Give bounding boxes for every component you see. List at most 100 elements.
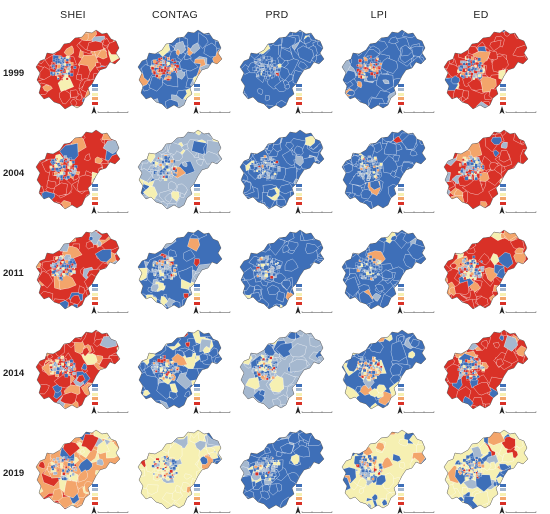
district-patch — [141, 348, 146, 354]
district-patch — [132, 240, 147, 254]
urban-unit — [264, 171, 266, 173]
urban-unit — [374, 74, 376, 76]
legend-swatch — [194, 202, 200, 205]
urban-unit — [70, 468, 72, 470]
urban-unit — [261, 462, 264, 465]
legend-swatch — [500, 293, 506, 296]
legend-row — [92, 397, 134, 401]
urban-unit — [69, 62, 71, 64]
district-patch — [250, 146, 257, 152]
legend-swatch — [296, 488, 302, 491]
urban-unit — [275, 161, 278, 164]
urban-unit — [65, 169, 66, 170]
urban-unit — [469, 176, 472, 179]
urban-unit — [72, 268, 74, 270]
legend-row — [194, 101, 236, 105]
urban-unit — [275, 470, 277, 472]
urban-unit — [463, 464, 465, 466]
urban-unit — [373, 456, 376, 459]
legend-swatch — [398, 284, 404, 287]
district-patch — [38, 228, 57, 244]
north-arrow-icon — [192, 106, 200, 114]
urban-unit — [64, 177, 66, 179]
urban-unit — [369, 271, 371, 273]
district-patch — [312, 473, 319, 479]
legend-swatch — [92, 184, 98, 187]
legend-row — [500, 183, 542, 187]
urban-unit — [176, 71, 177, 72]
urban-unit — [378, 74, 380, 76]
row-label-2004: 2004 — [3, 168, 33, 179]
urban-unit — [259, 369, 261, 371]
urban-unit — [259, 176, 260, 177]
urban-unit — [63, 165, 66, 168]
map-legend — [92, 183, 134, 206]
urban-unit — [461, 72, 464, 75]
map-shei-2004 — [30, 126, 130, 214]
district-patch — [253, 333, 265, 344]
urban-unit — [65, 161, 67, 163]
urban-unit — [364, 458, 367, 461]
urban-unit — [168, 160, 171, 163]
urban-unit — [271, 266, 274, 269]
urban-unit — [380, 63, 382, 65]
district-patch — [281, 28, 287, 33]
legend-swatch — [296, 193, 302, 196]
legend-swatch — [398, 84, 404, 87]
district-patch — [72, 106, 80, 115]
urban-unit — [462, 274, 465, 277]
urban-unit — [373, 459, 375, 461]
urban-unit — [378, 264, 380, 266]
urban-unit — [170, 67, 173, 70]
urban-unit — [169, 377, 171, 379]
scale-bar — [506, 311, 536, 314]
urban-unit — [266, 70, 268, 72]
district-patch — [355, 138, 365, 145]
district-patch — [65, 231, 76, 242]
legend-row — [296, 188, 338, 192]
legend-row — [92, 401, 134, 405]
legend-swatch — [194, 88, 200, 91]
urban-unit — [69, 66, 71, 68]
urban-unit — [68, 370, 69, 371]
urban-unit — [255, 463, 258, 466]
column-header-contag: CONTAG — [140, 9, 210, 21]
district-patch — [206, 428, 224, 446]
district-patch — [339, 437, 344, 442]
district-patch — [232, 102, 248, 115]
urban-unit — [278, 64, 281, 67]
urban-unit — [255, 369, 257, 371]
district-patch — [200, 64, 217, 79]
urban-unit — [74, 464, 76, 466]
legend-swatch — [296, 102, 302, 105]
district-patch — [47, 436, 57, 446]
district-patch — [448, 432, 459, 445]
legend-row — [500, 388, 542, 392]
legend-swatch — [398, 384, 404, 387]
legend-swatch — [296, 284, 302, 287]
map-shei-2011 — [30, 226, 130, 314]
urban-unit — [61, 466, 63, 468]
urban-unit — [373, 171, 375, 173]
urban-unit — [164, 78, 166, 80]
legend-swatch — [296, 502, 302, 505]
district-patch — [462, 425, 475, 435]
legend-row — [500, 88, 542, 92]
scale-bar — [98, 111, 128, 114]
urban-unit — [466, 271, 468, 273]
urban-unit — [361, 72, 363, 74]
urban-unit — [157, 174, 159, 176]
urban-unit — [151, 366, 153, 368]
district-patch — [137, 499, 151, 512]
urban-unit — [367, 376, 370, 379]
legend-swatch — [92, 197, 98, 200]
map-lpi-1999 — [336, 26, 436, 114]
legend-swatch — [398, 193, 404, 196]
district-patch — [43, 425, 56, 437]
urban-unit — [368, 367, 370, 369]
district-patch — [356, 339, 362, 345]
district-patch — [345, 42, 355, 52]
urban-unit — [461, 175, 463, 177]
district-patch — [309, 73, 318, 82]
urban-unit — [161, 264, 163, 266]
